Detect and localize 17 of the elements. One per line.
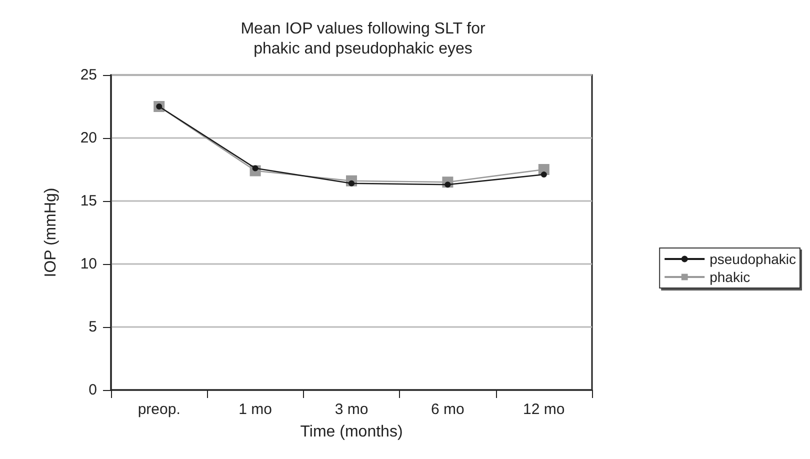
x-tick-label: 1 mo	[238, 401, 272, 418]
y-tick-label: 5	[88, 318, 97, 336]
chart-title: Mean IOP values following SLT for phakic and pseudophakic eyes	[240, 20, 486, 58]
x-tick-label: 3 mo	[334, 401, 368, 418]
point	[540, 172, 547, 178]
legend-label: phakic	[710, 269, 750, 285]
legend-label: pseudophakic	[710, 251, 796, 267]
x-axis-title: Time (months)	[300, 424, 403, 440]
x-tick-label: 6 mo	[431, 401, 464, 418]
y-tick-label: 10	[80, 256, 97, 272]
x-tick-label: preop.	[138, 401, 180, 418]
y-tick-label: 20	[80, 130, 97, 146]
y-tick-label: 25	[80, 66, 97, 84]
y-tick-label: 0	[88, 382, 97, 398]
y-tick-label: 15	[80, 192, 97, 210]
x-tick-label: 12 mo	[523, 401, 565, 418]
y-axis-title: IOP (mmHg)	[42, 188, 60, 278]
